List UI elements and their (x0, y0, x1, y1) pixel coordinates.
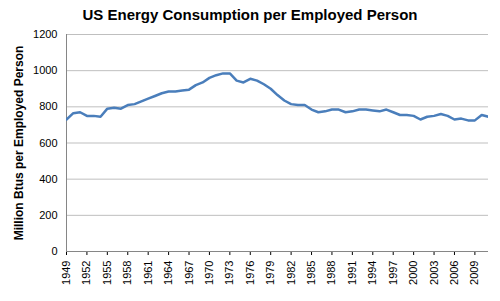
svg-text:200: 200 (39, 209, 57, 221)
svg-text:1991: 1991 (346, 261, 358, 285)
svg-text:1961: 1961 (142, 261, 154, 285)
svg-text:1970: 1970 (203, 261, 215, 285)
svg-text:400: 400 (39, 173, 57, 185)
svg-text:Million Btus per Employed Pers: Million Btus per Employed Person (12, 46, 26, 241)
svg-text:1988: 1988 (325, 261, 337, 285)
svg-text:1967: 1967 (183, 261, 195, 285)
svg-text:1979: 1979 (264, 261, 276, 285)
svg-text:1994: 1994 (366, 261, 378, 285)
svg-text:2003: 2003 (428, 261, 440, 285)
svg-text:1949: 1949 (60, 261, 72, 285)
svg-text:1973: 1973 (223, 261, 235, 285)
svg-text:2009: 2009 (468, 261, 480, 285)
svg-text:1964: 1964 (162, 261, 174, 285)
svg-text:1997: 1997 (387, 261, 399, 285)
svg-text:2000: 2000 (407, 261, 419, 285)
svg-text:2006: 2006 (448, 261, 460, 285)
svg-text:1982: 1982 (285, 261, 297, 285)
svg-text:1985: 1985 (305, 261, 317, 285)
svg-text:800: 800 (39, 100, 57, 112)
svg-text:1976: 1976 (244, 261, 256, 285)
svg-text:1958: 1958 (121, 261, 133, 285)
html-text:US Energy Consumption per Empl: US Energy Consumption per Employed Perso… (82, 6, 418, 23)
svg-text:600: 600 (39, 137, 57, 149)
svg-text:1955: 1955 (101, 261, 113, 285)
svg-text:1200: 1200 (33, 28, 57, 40)
svg-text:1000: 1000 (33, 64, 57, 76)
svg-text:0: 0 (51, 245, 57, 257)
svg-text:1952: 1952 (80, 261, 92, 285)
